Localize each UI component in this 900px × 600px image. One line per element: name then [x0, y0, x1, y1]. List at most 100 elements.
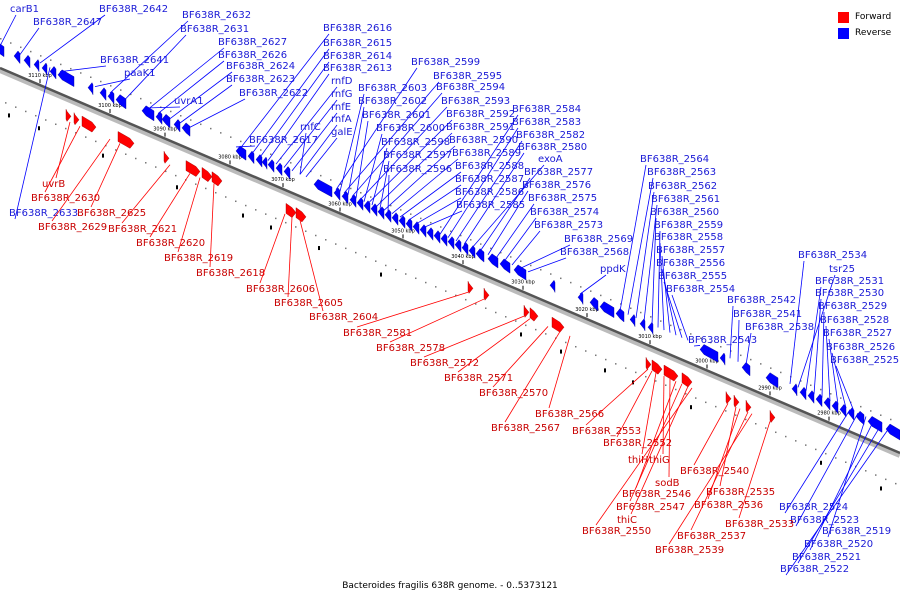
- tick-label: 3100 kbp: [98, 103, 122, 109]
- track-dot: [505, 316, 507, 318]
- track-dot: [375, 260, 377, 262]
- track-dot: [195, 183, 197, 185]
- track-dot: [600, 294, 602, 297]
- track-dot: [825, 452, 827, 455]
- reverse-gene-label: BF638R_2587: [455, 174, 524, 185]
- track-dot: [255, 209, 257, 211]
- forward-gene: [185, 160, 201, 177]
- reverse-leader: [351, 92, 443, 197]
- reverse-gene-label: BF638R_2622: [239, 88, 308, 99]
- reverse-gene-label: BF638R_2632: [182, 10, 251, 21]
- legend-reverse: Reverse: [838, 25, 891, 41]
- reverse-gene: [589, 297, 599, 312]
- reverse-leader: [809, 419, 875, 551]
- forward-gene-label: BF638R_2571: [444, 373, 513, 384]
- track-dot: [760, 363, 762, 365]
- reverse-gene-label: BF638R_2584: [512, 104, 581, 115]
- forward-leader: [423, 315, 525, 358]
- track-dot: [275, 217, 277, 220]
- feature-mark: [176, 185, 178, 190]
- track-dot: [260, 149, 262, 151]
- forward-gene: [725, 391, 732, 405]
- track-dot: [765, 427, 767, 429]
- reverse-gene-label: BF638R_2613: [323, 63, 392, 74]
- reverse-leader: [813, 298, 822, 395]
- track-dot: [360, 192, 362, 194]
- reverse-gene: [333, 187, 341, 202]
- reverse-leader: [367, 119, 453, 204]
- reverse-leader: [671, 294, 689, 341]
- reverse-gene: [765, 372, 779, 389]
- reverse-leader: [805, 286, 822, 391]
- track-dot: [65, 127, 67, 130]
- reverse-gene-label: BF638R_2586: [455, 187, 524, 198]
- reverse-gene-label: BF638R_2530: [815, 288, 884, 299]
- reverse-gene-label: BF638R_2527: [823, 328, 892, 339]
- reverse-leader: [347, 106, 365, 195]
- track-dot: [695, 397, 697, 399]
- reverse-gene: [629, 314, 636, 327]
- forward-gene-label: BF638R_2578: [376, 343, 445, 354]
- track-dot: [420, 217, 422, 220]
- reverse-leader: [789, 260, 805, 385]
- track-dot: [620, 303, 622, 305]
- reverse-gene-label: BF638R_2599: [411, 57, 480, 68]
- track-dot: [590, 290, 592, 292]
- reverse-gene: [440, 233, 448, 247]
- track-dot: [785, 435, 787, 438]
- reverse-gene-label: BF638R_2593: [441, 96, 510, 107]
- tick-label: 3090 kbp: [153, 127, 177, 133]
- axis-shadow: [0, 67, 900, 458]
- feature-mark: [520, 332, 522, 337]
- track-dot: [20, 46, 22, 49]
- reverse-gene: [87, 82, 94, 95]
- reverse-leader: [335, 67, 418, 190]
- track-dot: [735, 414, 737, 416]
- forward-leader: [738, 421, 771, 519]
- track-dot: [350, 187, 352, 190]
- track-dot: [660, 320, 662, 322]
- track-dot: [665, 384, 667, 386]
- track-dot: [415, 277, 417, 280]
- reverse-leader: [503, 217, 537, 262]
- track-dot: [675, 388, 677, 391]
- forward-gene-label: BF638R_2630: [31, 193, 100, 204]
- reverse-leader: [659, 242, 665, 331]
- forward-leader: [616, 370, 653, 438]
- forward-gene: [73, 112, 80, 126]
- track-dot: [610, 298, 612, 301]
- forward-gene-label: thiH: [628, 455, 649, 466]
- forward-gene-label: BF638R_2535: [706, 487, 775, 498]
- track-dot: [475, 303, 477, 305]
- forward-leader: [55, 121, 71, 179]
- track-dot: [130, 93, 132, 96]
- feature-mark: [8, 113, 10, 118]
- forward-gene: [117, 131, 135, 149]
- track-dot: [595, 354, 597, 357]
- forward-gene-label: thiC: [617, 515, 637, 526]
- reverse-leader: [399, 171, 462, 218]
- forward-leader: [641, 372, 657, 455]
- reverse-gene: [513, 264, 527, 281]
- forward-gene: [81, 115, 97, 133]
- track-dot: [890, 418, 892, 421]
- reverse-gene-label: rnfE: [331, 102, 351, 113]
- genome-caption: Bacteroides fragilis 638R genome. - 0..5…: [342, 581, 558, 591]
- reverse-leader: [189, 98, 246, 128]
- reverse-gene: [426, 227, 434, 241]
- track-dot: [265, 213, 267, 215]
- track-dot: [220, 132, 222, 134]
- track-dot: [865, 470, 867, 472]
- reverse-gene-label: BF638R_2554: [666, 284, 735, 295]
- reverse-leader: [635, 191, 655, 319]
- track-dot: [815, 448, 817, 451]
- reverse-leader: [821, 311, 825, 398]
- reverse-gene-label: BF638R_2597: [383, 150, 452, 161]
- reverse-leader: [423, 210, 463, 228]
- track-dot: [805, 444, 807, 446]
- reverse-gene-label: BF638R_2574: [530, 207, 599, 218]
- forward-gene-label: BF638R_2572: [410, 358, 479, 369]
- track-dot: [575, 345, 577, 348]
- reverse-gene-label: carB1: [10, 4, 39, 15]
